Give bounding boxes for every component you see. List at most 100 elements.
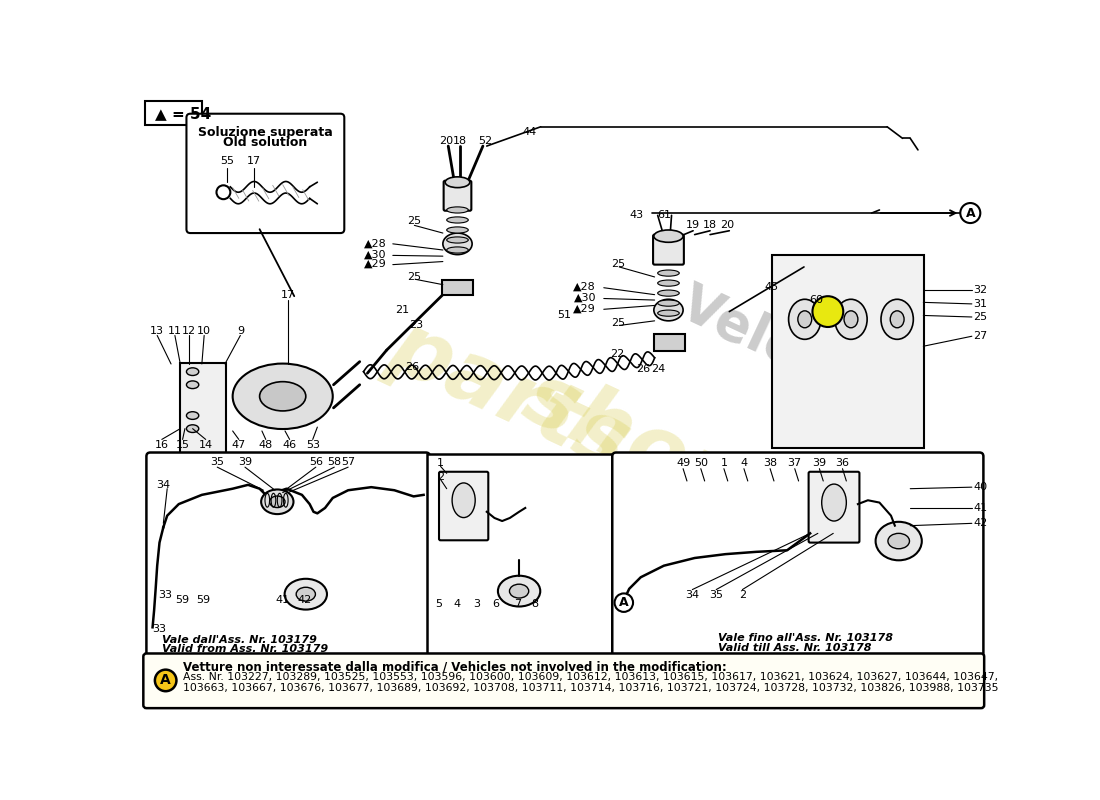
Text: 23: 23 <box>409 321 424 330</box>
Text: 16: 16 <box>155 440 168 450</box>
Text: 53: 53 <box>306 440 320 450</box>
Text: ▲28: ▲28 <box>364 239 387 249</box>
FancyBboxPatch shape <box>653 234 684 265</box>
Text: 20: 20 <box>719 220 734 230</box>
Ellipse shape <box>798 311 812 328</box>
Text: Vale dall'Ass. Nr. 103179: Vale dall'Ass. Nr. 103179 <box>162 635 317 645</box>
Text: 103663, 103667, 103676, 103677, 103689, 103692, 103708, 103711, 103714, 103716, : 103663, 103667, 103676, 103677, 103689, … <box>183 682 998 693</box>
Text: shop: shop <box>509 355 757 530</box>
Text: 25: 25 <box>407 216 421 226</box>
Ellipse shape <box>233 363 333 429</box>
Text: 44: 44 <box>522 127 537 137</box>
Text: Old solution: Old solution <box>223 137 307 150</box>
Text: 25: 25 <box>974 312 988 322</box>
Ellipse shape <box>447 237 469 243</box>
Ellipse shape <box>447 217 469 223</box>
Text: 40: 40 <box>974 482 988 492</box>
Text: 61: 61 <box>657 210 671 220</box>
Text: ▲29: ▲29 <box>573 303 596 314</box>
Text: Valid till Ass. Nr. 103178: Valid till Ass. Nr. 103178 <box>717 642 871 653</box>
FancyBboxPatch shape <box>143 654 984 708</box>
FancyBboxPatch shape <box>443 181 472 210</box>
Text: 26: 26 <box>405 362 419 372</box>
Text: 9: 9 <box>236 326 244 336</box>
Text: 52: 52 <box>478 136 493 146</box>
Text: 49: 49 <box>676 458 690 468</box>
Text: 36: 36 <box>836 458 849 468</box>
Text: 7: 7 <box>514 599 521 610</box>
Text: 17: 17 <box>248 157 262 166</box>
Text: 59: 59 <box>176 595 189 606</box>
Text: 39: 39 <box>238 457 252 466</box>
Text: 51: 51 <box>557 310 571 321</box>
Ellipse shape <box>447 227 469 233</box>
Text: 13: 13 <box>151 326 164 336</box>
Text: 18: 18 <box>703 220 717 230</box>
Ellipse shape <box>261 490 294 514</box>
Text: 50: 50 <box>694 458 707 468</box>
Ellipse shape <box>822 484 846 521</box>
Ellipse shape <box>260 382 306 411</box>
Ellipse shape <box>285 578 327 610</box>
Text: 39: 39 <box>812 458 826 468</box>
Ellipse shape <box>447 247 469 253</box>
Text: 26: 26 <box>636 364 650 374</box>
Text: 55: 55 <box>220 157 234 166</box>
Text: 21: 21 <box>395 305 409 315</box>
Ellipse shape <box>658 310 680 316</box>
Text: 5: 5 <box>434 599 442 610</box>
Text: 8: 8 <box>531 599 538 610</box>
Text: parts: parts <box>377 305 642 488</box>
Text: 47: 47 <box>232 440 246 450</box>
Text: 41: 41 <box>974 503 988 513</box>
Text: 41: 41 <box>276 595 289 606</box>
FancyBboxPatch shape <box>808 472 859 542</box>
FancyBboxPatch shape <box>772 255 924 448</box>
Text: ▲30: ▲30 <box>364 250 387 260</box>
Ellipse shape <box>789 299 821 339</box>
Text: 6: 6 <box>493 599 499 610</box>
Ellipse shape <box>888 534 910 549</box>
FancyBboxPatch shape <box>145 101 202 126</box>
Ellipse shape <box>447 207 469 213</box>
FancyBboxPatch shape <box>653 334 684 351</box>
Text: 2: 2 <box>739 590 746 600</box>
Ellipse shape <box>844 311 858 328</box>
Text: 60: 60 <box>810 295 823 305</box>
Ellipse shape <box>187 381 199 389</box>
Text: 33: 33 <box>153 624 166 634</box>
Ellipse shape <box>296 587 316 601</box>
Ellipse shape <box>658 280 680 286</box>
FancyBboxPatch shape <box>146 453 430 657</box>
FancyBboxPatch shape <box>613 453 983 657</box>
FancyArrow shape <box>388 455 440 487</box>
Text: Valid from Ass. Nr. 103179: Valid from Ass. Nr. 103179 <box>162 644 328 654</box>
Text: ▲ = 54: ▲ = 54 <box>155 106 211 122</box>
Text: ▲28: ▲28 <box>573 282 596 292</box>
Text: 10: 10 <box>197 326 211 336</box>
Ellipse shape <box>835 299 867 339</box>
Ellipse shape <box>187 412 199 419</box>
Ellipse shape <box>653 299 683 321</box>
Text: A: A <box>161 674 170 687</box>
Ellipse shape <box>498 576 540 606</box>
Text: 32: 32 <box>974 285 988 295</box>
Text: 34: 34 <box>156 480 170 490</box>
Text: 43: 43 <box>630 210 644 220</box>
FancyBboxPatch shape <box>179 363 226 454</box>
Circle shape <box>960 203 980 223</box>
Text: 57: 57 <box>341 457 355 466</box>
Text: 59: 59 <box>196 595 210 606</box>
Ellipse shape <box>653 230 683 242</box>
Text: ▲29: ▲29 <box>364 259 387 269</box>
Text: 4: 4 <box>454 599 461 610</box>
Ellipse shape <box>890 311 904 328</box>
Circle shape <box>813 296 844 327</box>
Text: 25: 25 <box>407 272 421 282</box>
Text: 4: 4 <box>740 458 748 468</box>
Text: Vale fino all'Ass. Nr. 103178: Vale fino all'Ass. Nr. 103178 <box>717 634 893 643</box>
Text: 25: 25 <box>612 318 626 328</box>
Text: 42: 42 <box>974 518 988 528</box>
Text: 58: 58 <box>327 457 341 466</box>
Text: Vetture non interessate dalla modifica / Vehicles not involved in the modificati: Vetture non interessate dalla modifica /… <box>183 661 726 674</box>
